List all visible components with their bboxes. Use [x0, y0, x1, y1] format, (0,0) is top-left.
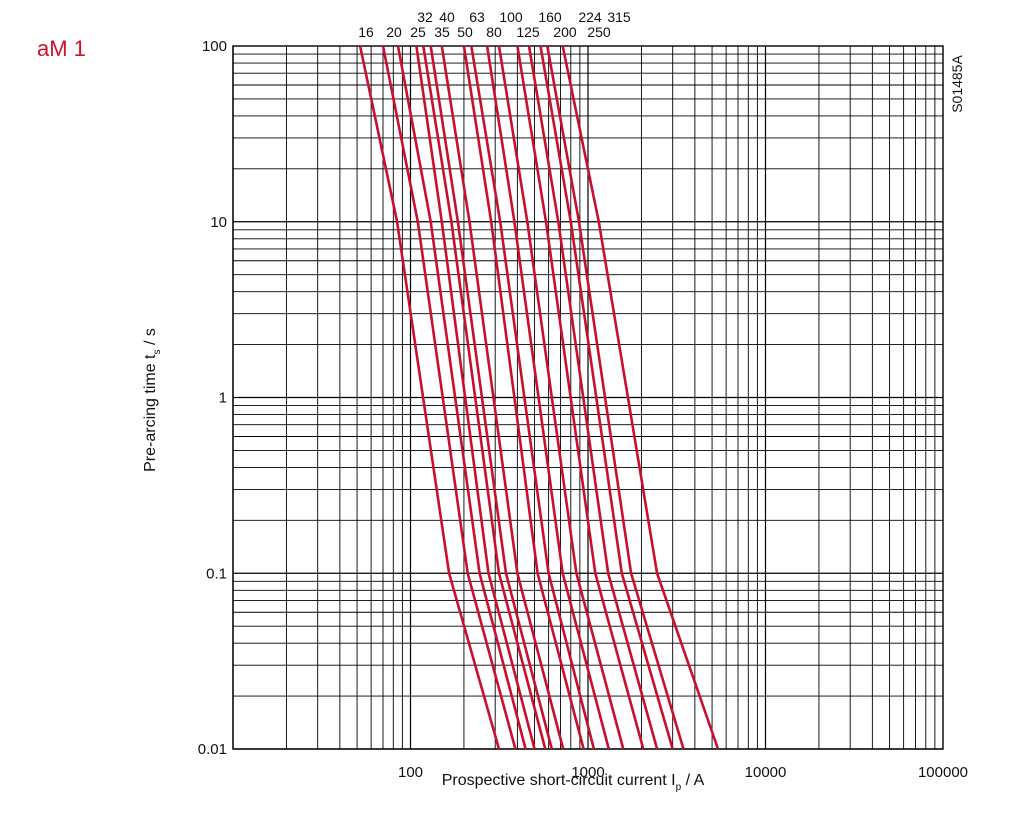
curve-label-100: 100 — [499, 9, 523, 25]
curve-label-35: 35 — [434, 24, 450, 40]
y-axis-title-sub: s — [152, 349, 163, 354]
grid — [232, 45, 944, 750]
curve-25 — [396, 45, 527, 750]
curve-35 — [422, 45, 547, 750]
curve-16 — [358, 45, 501, 750]
curve-50 — [440, 45, 565, 750]
y-axis-title-tail: / s — [142, 328, 159, 349]
y-tick-label: 1 — [219, 390, 227, 407]
x-axis-title-main: Prospective short-circuit current I — [442, 772, 676, 789]
curve-label-315: 315 — [607, 9, 631, 25]
curve-label-250: 250 — [587, 24, 611, 40]
figure-code: S01485A — [949, 55, 965, 113]
curve-label-40: 40 — [439, 9, 455, 25]
x-axis-title-tail: / A — [681, 772, 704, 789]
curve-label-125: 125 — [516, 24, 540, 40]
curve-label-25: 25 — [410, 24, 426, 40]
y-tick-label: 0.1 — [206, 565, 227, 582]
curve-label-20: 20 — [386, 24, 402, 40]
plot-frame — [232, 45, 944, 750]
curve-label-63: 63 — [469, 9, 485, 25]
tick-labels: 100 1000 10000 100000 100 10 1 0.1 0.01 — [198, 38, 968, 781]
curve-200 — [527, 45, 659, 750]
y-axis-title-main: Pre-arcing time t — [142, 354, 159, 472]
y-tick-label: 10 — [210, 214, 227, 231]
x-tick-label: 1000 — [571, 764, 604, 781]
curve-40 — [429, 45, 554, 750]
x-axis-title-sub: p — [676, 782, 682, 793]
curve-label-200: 200 — [553, 24, 577, 40]
curve-label-32: 32 — [417, 9, 433, 25]
curve-label-80: 80 — [486, 24, 502, 40]
curve-63 — [462, 45, 585, 750]
curve-250 — [546, 45, 685, 750]
curve-125 — [497, 45, 625, 750]
curve-label-160: 160 — [538, 9, 562, 25]
curve-32 — [415, 45, 536, 750]
curve-100 — [485, 45, 611, 750]
x-axis-title: Prospective short-circuit current Ip / A — [442, 772, 705, 793]
y-tick-label: 0.01 — [198, 741, 227, 758]
curves — [358, 45, 720, 750]
x-tick-label: 100 — [398, 764, 423, 781]
x-tick-label: 100000 — [918, 764, 968, 781]
curve-315 — [561, 45, 720, 750]
curve-label-50: 50 — [457, 24, 473, 40]
x-tick-label: 10000 — [745, 764, 787, 781]
y-axis-title: Pre-arcing time ts / s — [142, 328, 163, 472]
y-tick-label: 100 — [202, 38, 227, 55]
curve-label-224: 224 — [578, 9, 602, 25]
curve-label-16: 16 — [358, 24, 374, 40]
curve-160 — [516, 45, 645, 750]
curve-20 — [381, 45, 517, 750]
curve-224 — [539, 45, 674, 750]
panel-label: aM 1 — [37, 36, 86, 61]
curve-80 — [470, 45, 596, 750]
